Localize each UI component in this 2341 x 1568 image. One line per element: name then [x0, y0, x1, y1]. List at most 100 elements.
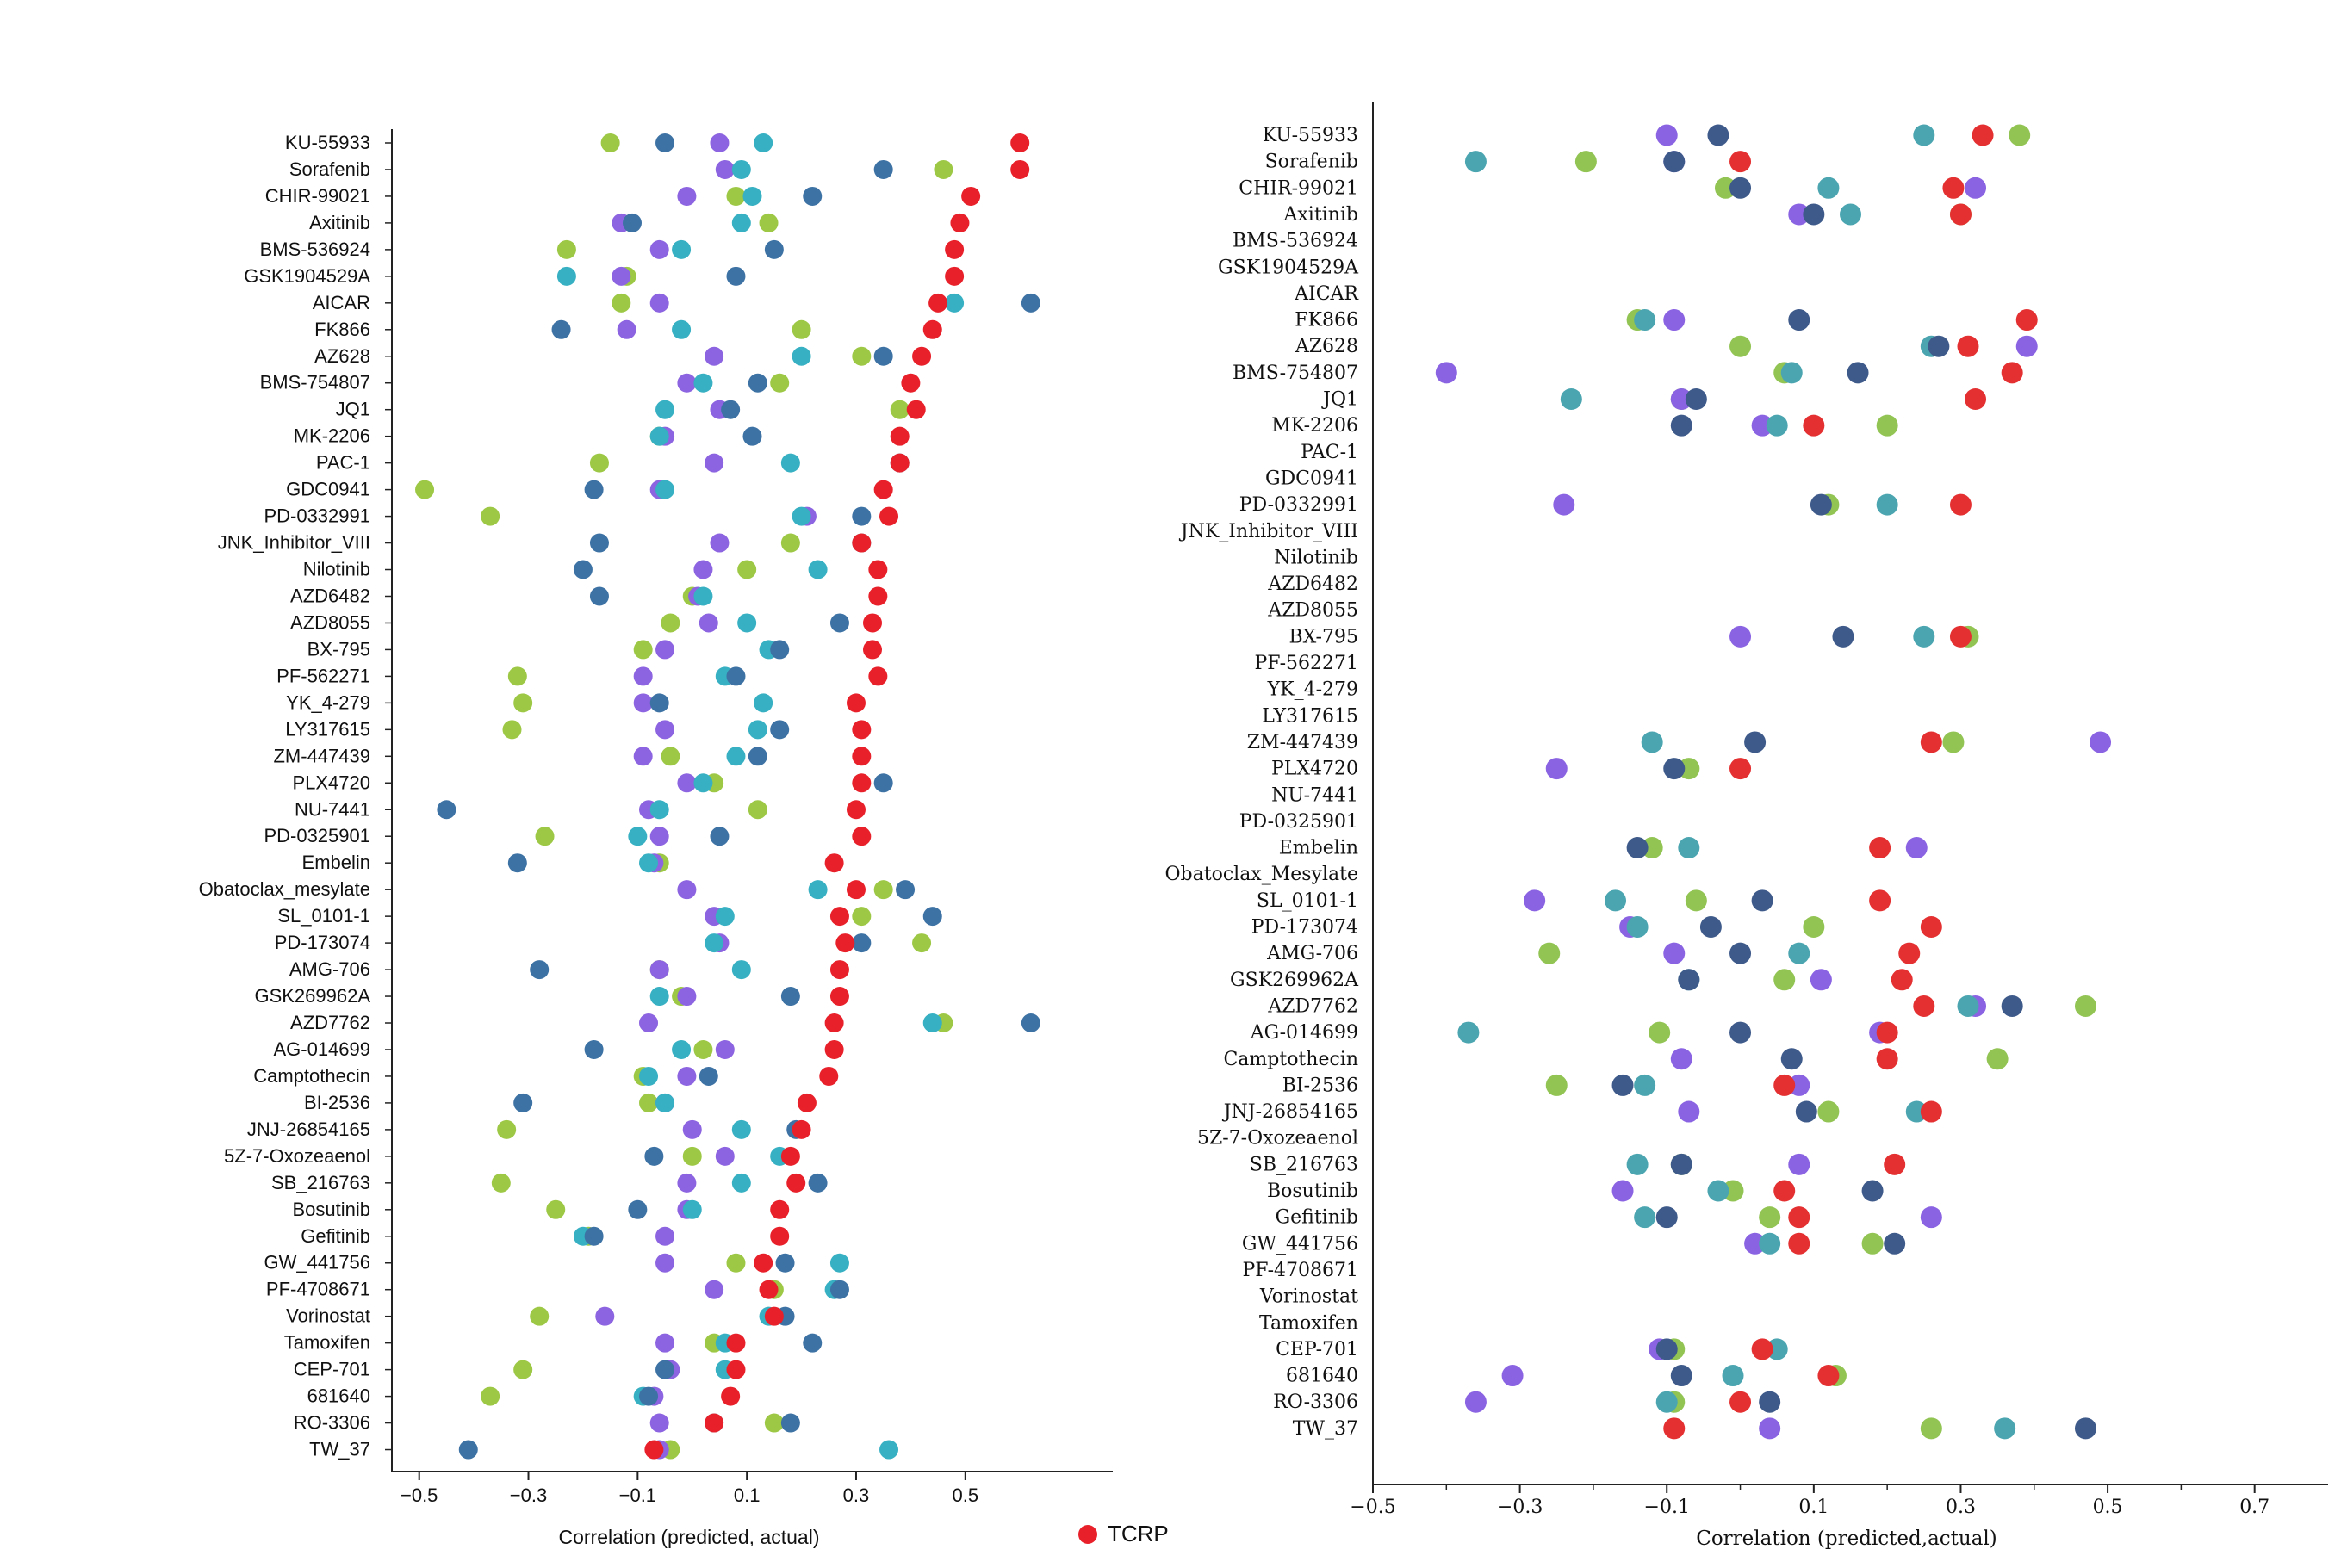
left-point-green — [770, 373, 790, 393]
right-point-green — [1920, 1417, 1942, 1440]
left-point-green — [502, 720, 522, 740]
left-drug-label: GSK269962A — [254, 985, 370, 1007]
right-point-teal — [1634, 1074, 1656, 1096]
left-point-teal — [672, 1039, 692, 1059]
left-point-purple — [677, 773, 697, 793]
left-point-blue — [873, 773, 893, 793]
right-drug-label: LY317615 — [1262, 705, 1358, 727]
right-drug-label: CEP-701 — [1276, 1339, 1358, 1360]
left-drug-label: Sorafenib — [289, 158, 370, 180]
left-point-purple — [677, 1066, 697, 1086]
left-point-teal — [879, 1440, 899, 1460]
left-point-red — [922, 319, 942, 339]
left-point-blue — [628, 1199, 648, 1219]
left-drug-label: AZD6482 — [290, 585, 370, 606]
left-point-purple — [710, 133, 730, 152]
right-point-teal — [1678, 837, 1700, 859]
left-point-blue — [1021, 1013, 1040, 1033]
right-x-tick-label: 0.1 — [1798, 1497, 1829, 1518]
right-x-tick-label: 0.7 — [2239, 1497, 2270, 1518]
right-drug-label: CHIR-99021 — [1239, 177, 1358, 199]
left-point-purple — [639, 1013, 659, 1033]
right-point-green — [1817, 1100, 1840, 1123]
right-point-red — [1729, 1391, 1752, 1413]
left-point-red — [792, 1119, 811, 1139]
left-point-teal — [792, 506, 811, 526]
right-point-green — [1685, 889, 1707, 912]
left-point-blue — [852, 506, 872, 526]
left-point-purple — [710, 533, 730, 553]
left-point-blue — [573, 560, 593, 579]
right-point-green — [1545, 1074, 1568, 1096]
left-drug-label: RO-3306 — [294, 1412, 370, 1434]
right-drug-label: Axitinib — [1283, 204, 1359, 226]
left-drug-label: Embelin — [302, 852, 370, 873]
right-point-teal — [1994, 1417, 2016, 1440]
right-drug-label: SL_0101-1 — [1257, 890, 1358, 912]
left-drug-label: PLX4720 — [292, 772, 370, 793]
left-drug-label: JQ1 — [336, 399, 370, 420]
left-drug-label: BMS-754807 — [260, 372, 370, 394]
right-point-blue — [1861, 1180, 1884, 1202]
left-point-red — [764, 1306, 784, 1326]
left-point-purple — [715, 159, 735, 179]
right-drug-label: GSK1904529A — [1218, 257, 1359, 278]
left-point-blue — [922, 907, 942, 927]
left-drug-label: AICAR — [313, 292, 370, 313]
right-point-blue — [1803, 203, 1825, 226]
left-point-teal — [726, 747, 746, 766]
left-point-blue — [551, 319, 571, 339]
left-point-green — [600, 133, 620, 152]
left-drug-label: MK-2206 — [294, 425, 370, 447]
left-drug-label: 681640 — [307, 1385, 370, 1407]
right-drug-label: BMS-536924 — [1233, 231, 1358, 252]
left-point-blue — [655, 133, 675, 152]
right-drug-label: Nilotinib — [1274, 547, 1358, 568]
left-point-green — [759, 213, 779, 232]
left-point-purple — [693, 560, 713, 579]
left-x-tick-label: −0.1 — [619, 1484, 656, 1506]
left-point-blue — [726, 666, 746, 686]
left-drug-label: AZ628 — [314, 345, 370, 367]
right-point-blue — [1670, 414, 1692, 437]
right-drug-label: PLX4720 — [1271, 759, 1358, 780]
left-point-red — [846, 693, 866, 713]
left-drug-label: ZM-447439 — [273, 745, 370, 766]
right-drug-label: FK866 — [1295, 310, 1358, 332]
left-point-red — [906, 400, 926, 419]
right-drug-label: JNJ-26854165 — [1222, 1101, 1358, 1123]
left-point-purple — [705, 346, 724, 366]
left-point-blue — [589, 586, 609, 606]
left-drug-label: BI-2536 — [304, 1092, 370, 1113]
left-point-green — [633, 640, 653, 660]
right-drug-label: 681640 — [1286, 1366, 1358, 1387]
right-point-purple — [1435, 362, 1457, 384]
left-x-tick-label: 0.1 — [734, 1484, 761, 1506]
left-point-blue — [770, 720, 790, 740]
right-point-teal — [1722, 1365, 1744, 1387]
right-point-red — [1729, 151, 1752, 173]
left-drug-label: KU-55933 — [285, 132, 370, 153]
right-point-red — [1972, 124, 1994, 146]
left-point-green — [513, 693, 533, 713]
right-drug-label: JQ1 — [1321, 389, 1358, 411]
left-point-purple — [677, 373, 697, 393]
left-drug-label: CEP-701 — [294, 1359, 370, 1380]
left-point-blue — [896, 880, 916, 900]
right-point-teal — [1634, 309, 1656, 332]
right-point-teal — [1560, 388, 1582, 410]
left-point-green — [852, 907, 872, 927]
right-drug-label: AZD6482 — [1267, 573, 1358, 595]
left-point-green — [661, 747, 680, 766]
left-point-purple — [649, 960, 669, 980]
right-point-blue — [1847, 362, 1869, 384]
right-point-blue — [1884, 1232, 1906, 1255]
right-point-purple — [1905, 837, 1928, 859]
left-point-purple — [682, 1119, 702, 1139]
right-point-red — [1920, 731, 1942, 753]
right-points — [1435, 124, 2112, 1440]
left-x-tick-label: 0.5 — [952, 1484, 978, 1506]
left-point-red — [726, 1333, 746, 1353]
left-point-red — [824, 1013, 844, 1033]
left-drug-label: PF-4708671 — [266, 1279, 370, 1300]
